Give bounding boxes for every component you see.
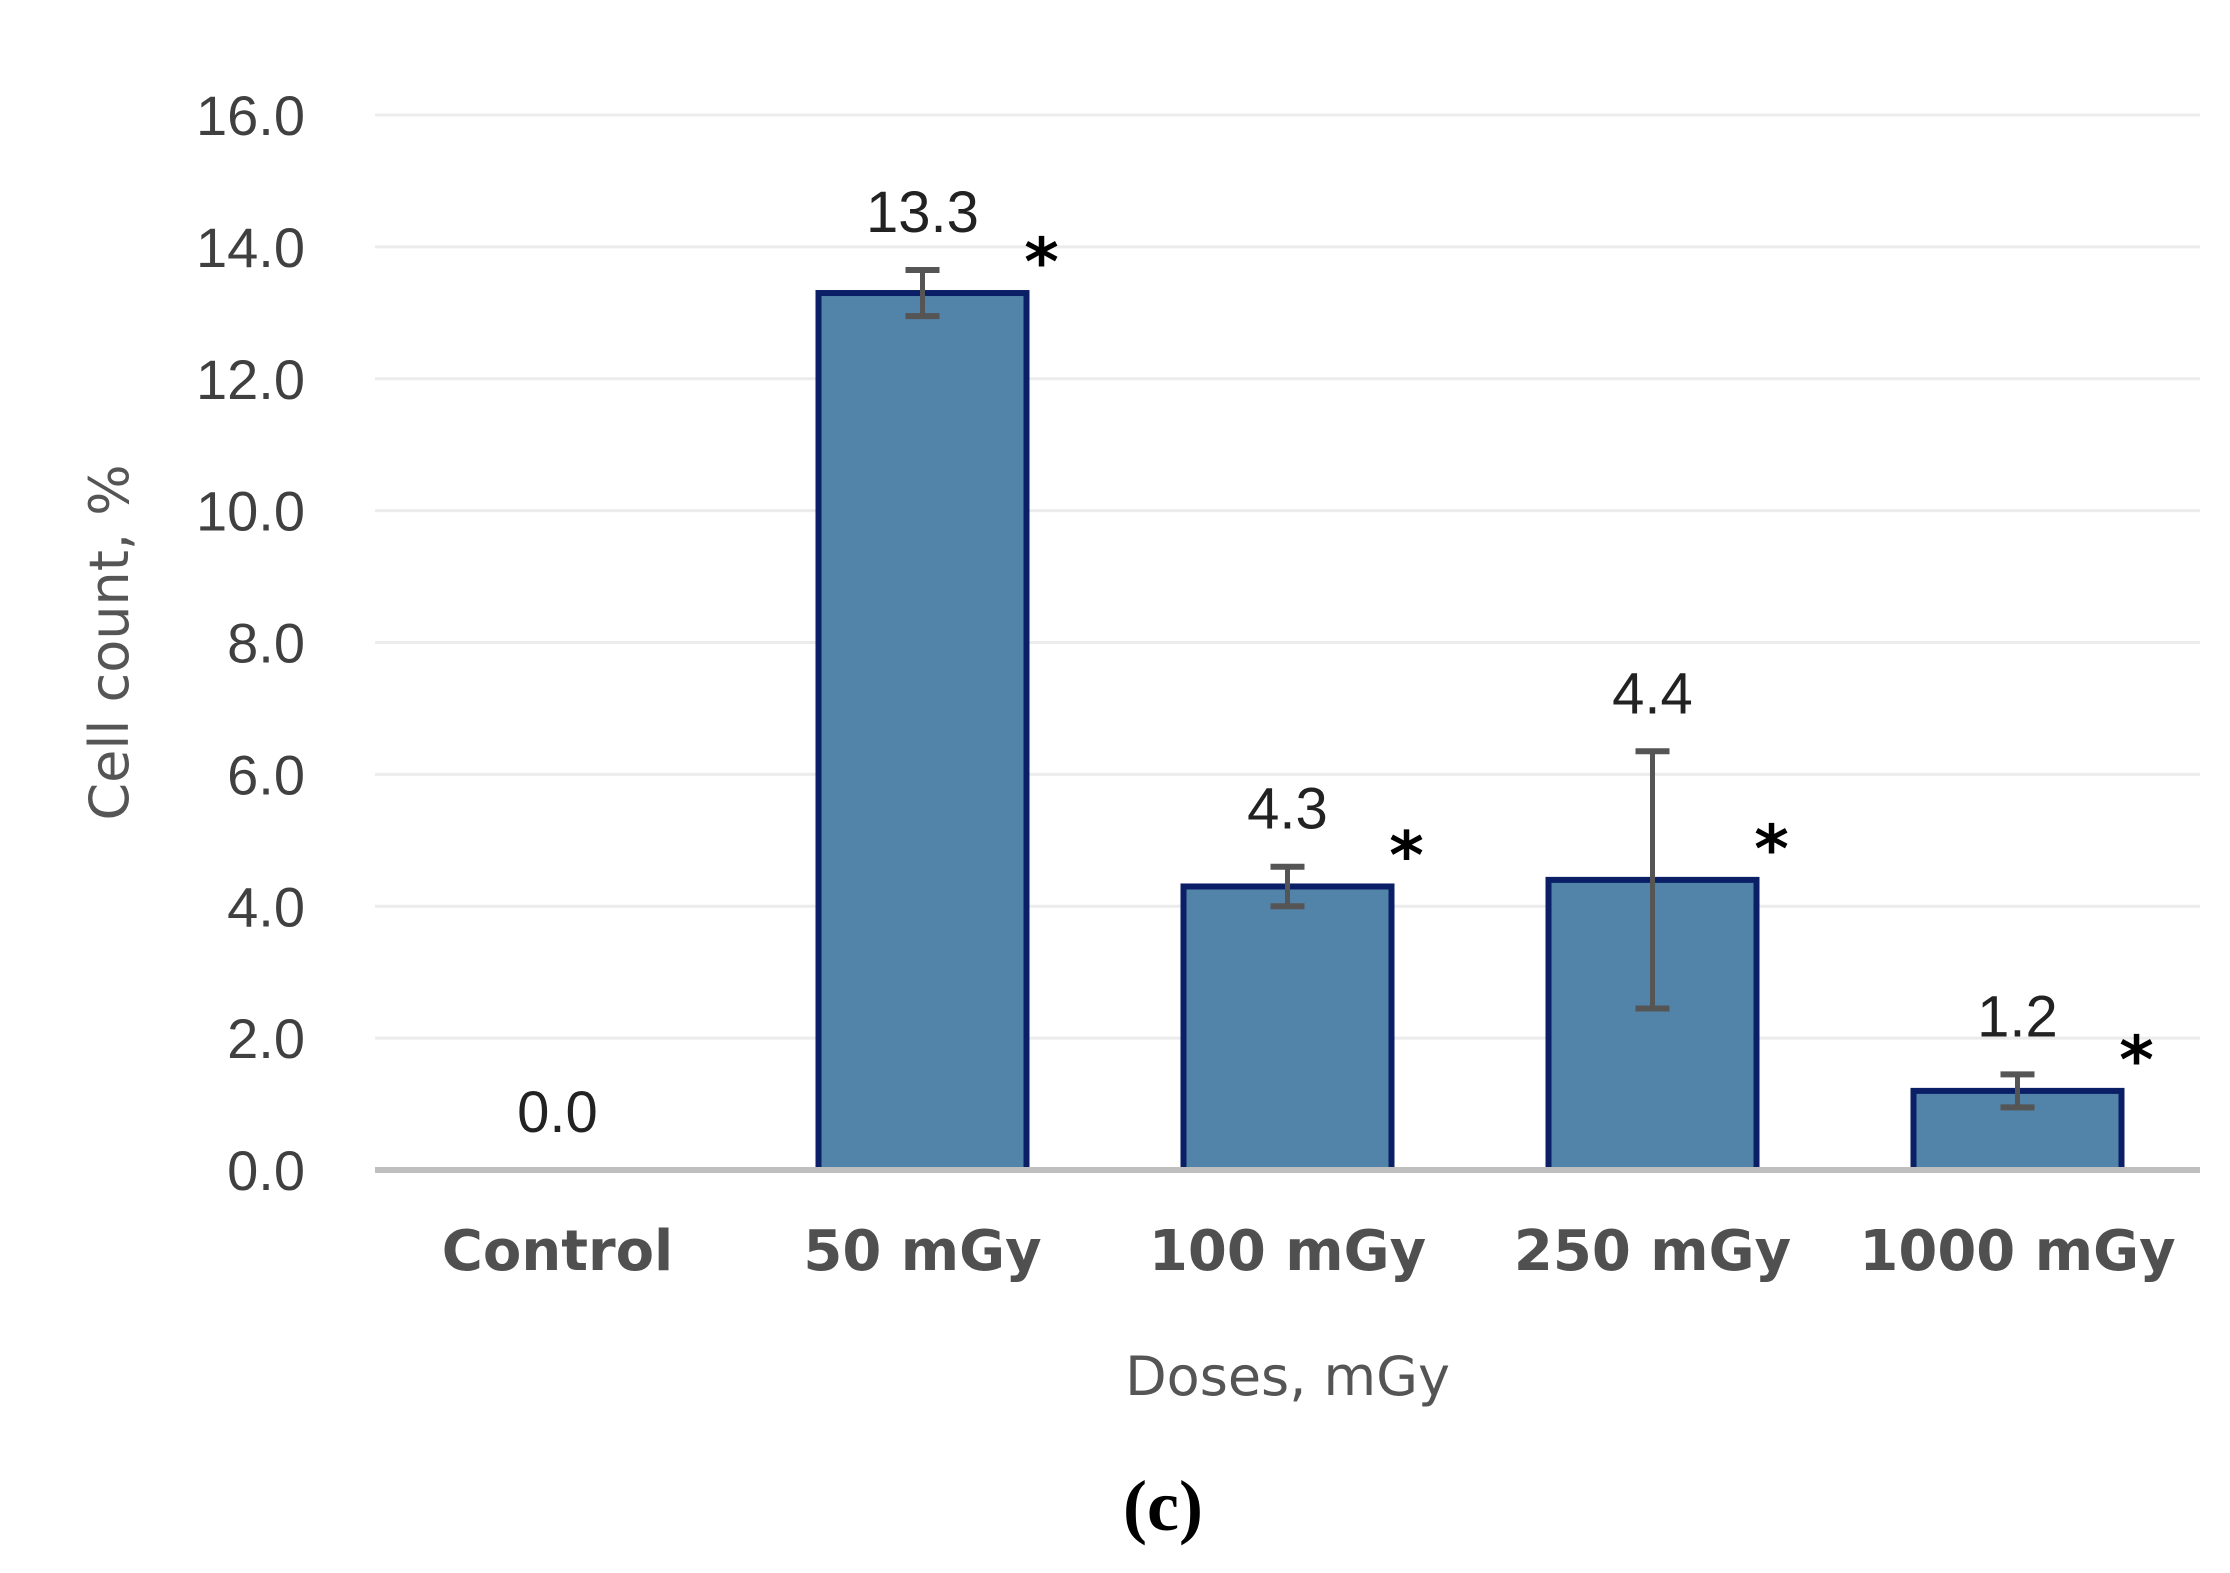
x-axis-title: Doses, mGy: [1125, 1345, 1450, 1408]
data-labels: 0.0 13.3 4.3 4.4 1.2: [517, 180, 2058, 1145]
x-tick-label: Control: [442, 1219, 674, 1284]
bar: [815, 290, 1030, 1173]
y-tick-label: 12.0: [196, 348, 305, 411]
x-tick-label: 250 mGy: [1514, 1219, 1791, 1284]
x-axis-ticks: Control 50 mGy 100 mGy 250 mGy 1000 mGy: [442, 1219, 2176, 1284]
y-axis-title: Cell count, %: [78, 464, 141, 820]
y-axis-ticks: 0.0 2.0 4.0 6.0 8.0 10.0 12.0 14.0 16.0: [196, 84, 305, 1202]
y-tick-label: 14.0: [196, 216, 305, 279]
gridlines: [375, 113, 2200, 1040]
y-tick-label: 8.0: [227, 612, 305, 675]
error-bar: [1635, 748, 1670, 1012]
y-tick-label: 6.0: [227, 743, 305, 806]
data-label: 13.3: [866, 180, 979, 245]
x-tick-label: 50 mGy: [803, 1219, 1041, 1284]
data-label: 1.2: [1977, 984, 2058, 1049]
figure-caption: (c): [1123, 1466, 1203, 1546]
y-tick-label: 0.0: [227, 1139, 305, 1202]
error-bars: [905, 266, 2035, 1111]
significance-marker: *: [1389, 817, 1424, 894]
error-bar: [905, 266, 940, 320]
data-label: 0.0: [517, 1080, 598, 1145]
x-tick-label: 1000 mGy: [1859, 1219, 2175, 1284]
significance-marker: *: [1024, 224, 1059, 301]
significance-marker: *: [1754, 811, 1789, 888]
y-tick-label: 10.0: [196, 480, 305, 543]
data-label: 4.3: [1247, 777, 1328, 842]
significance-markers: * * * *: [1024, 224, 2154, 1099]
significance-marker: *: [2119, 1022, 2154, 1099]
y-tick-label: 4.0: [227, 875, 305, 938]
error-bar: [2000, 1071, 2035, 1111]
x-tick-label: 100 mGy: [1149, 1219, 1426, 1284]
y-tick-label: 2.0: [227, 1007, 305, 1070]
bar: [1180, 883, 1395, 1173]
data-label: 4.4: [1612, 661, 1693, 726]
bars: [815, 290, 2125, 1173]
y-tick-label: 16.0: [196, 84, 305, 147]
error-bar: [1270, 863, 1305, 910]
